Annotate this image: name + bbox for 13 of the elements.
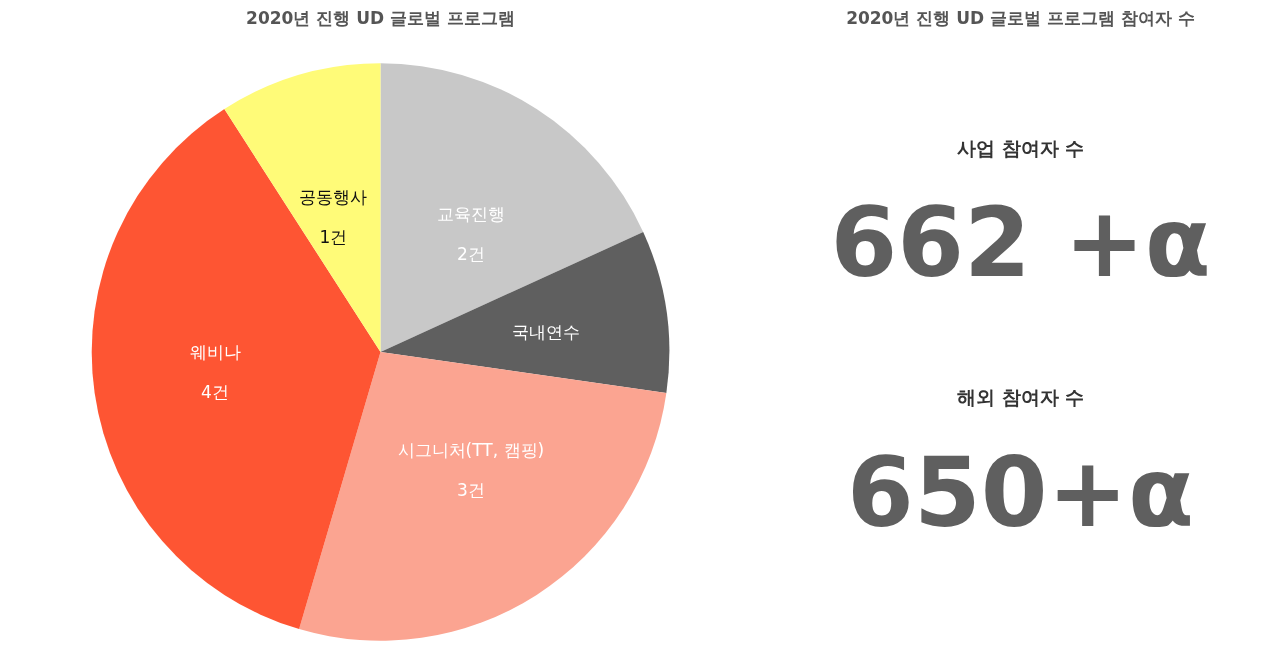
text: 650+α [847, 436, 1194, 549]
slice-label: 시그니처(TT, 캠핑) [397, 440, 545, 461]
text: 662 +α [830, 187, 1211, 300]
data-label: 1건 [319, 227, 348, 248]
text: 2020년 진행 UD 글로벌 프로그램 참여자 수 [846, 7, 1195, 28]
text: 해외 참여자 수 [956, 385, 1085, 408]
slice-label: 국내연수 [512, 321, 580, 342]
slice-label: 웨비나 [189, 342, 241, 363]
slice-label: 공동행사 [299, 187, 368, 208]
text: 사업 참여자 수 [956, 136, 1085, 159]
data-label: 3건 [456, 480, 485, 501]
chart-title: 2020년 진행 UD 글로벌 프로그램 [246, 7, 515, 28]
data-label: 4건 [201, 382, 229, 403]
